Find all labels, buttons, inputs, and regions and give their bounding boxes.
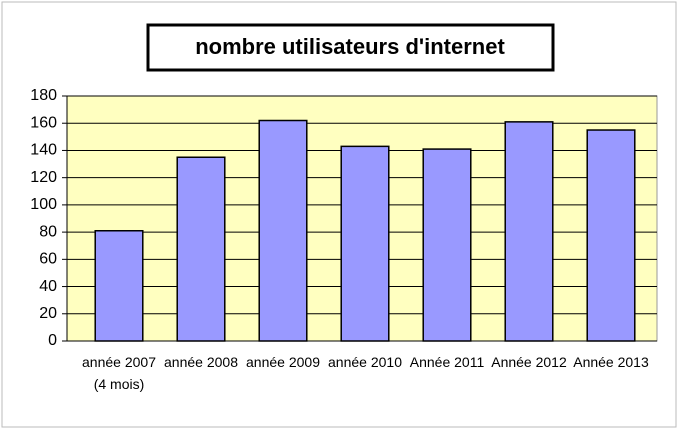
x-tick-label-box: Année 2012 [491,354,567,370]
bar [340,145,390,342]
title-box [146,23,555,72]
bar [586,129,636,342]
x-tick-label-box: année 2007 (4 mois) [82,354,156,392]
y-tick-label: 140 [30,142,57,159]
y-tick-label: 40 [39,278,57,295]
x-tick-label-box: année 2008 [164,354,238,370]
x-tick-label-box: année 2010 [328,354,402,370]
x-tick-label: année 2010 [328,354,402,370]
x-tick-label-box: Année 2011 [409,354,485,370]
x-tick-label: année 2008 [164,354,238,370]
y-tick-label: 160 [30,114,57,131]
x-tick-label: Année 2012 [491,354,567,370]
x-tick-label: Année 2013 [573,354,649,370]
y-tick-label: 100 [30,196,57,213]
x-tick-label-box: année 2009 [246,354,320,370]
bar [176,156,226,342]
x-tick-label: Année 2011 [409,354,485,370]
x-tick-label-box: Année 2013 [573,354,649,370]
x-tick-label: année 2009 [246,354,320,370]
bar [504,121,554,342]
chart-title: nombre utilisateurs d'internet [195,34,505,59]
y-tick-label: 20 [39,305,57,322]
bar [94,230,144,342]
y-tick-label: 80 [39,223,57,240]
y-tick-label: 60 [39,251,57,268]
y-tick-label: 0 [48,332,57,349]
y-tick-label: 120 [30,169,57,186]
x-tick-label: année 2007 (4 mois) [82,354,156,392]
bar [422,148,472,342]
y-tick-label: 180 [30,87,57,104]
bar [258,119,308,342]
